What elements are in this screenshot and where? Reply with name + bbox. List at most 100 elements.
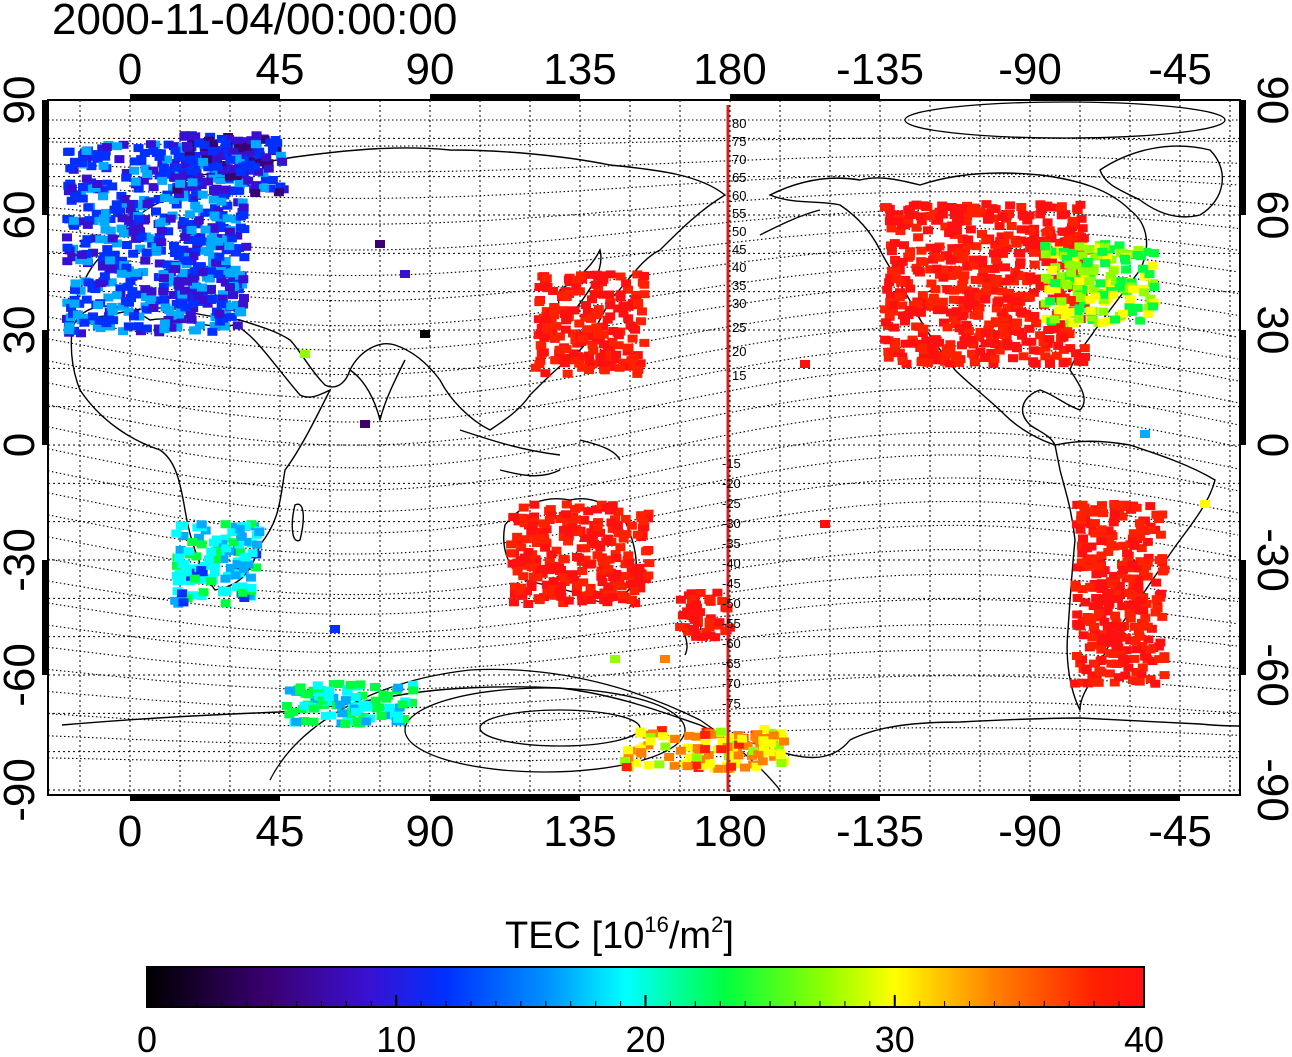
tec-cell xyxy=(158,287,169,296)
tec-cell xyxy=(549,334,560,343)
tec-cell xyxy=(185,210,196,219)
tec-cell xyxy=(555,515,566,523)
tec-cell xyxy=(1135,316,1146,325)
tec-cell xyxy=(220,574,231,583)
tec-cell xyxy=(629,587,640,596)
tec-cell xyxy=(1127,285,1138,294)
tec-cell xyxy=(592,591,603,600)
tec-cell xyxy=(1082,507,1093,516)
tec-cell xyxy=(146,293,157,302)
tec-cell xyxy=(210,555,221,564)
tec-cell xyxy=(127,287,138,296)
tec-cell xyxy=(962,241,973,250)
tec-cell xyxy=(1024,211,1035,220)
tec-cell xyxy=(340,696,351,705)
tec-cell xyxy=(632,530,643,539)
colorbar-tick-label: 30 xyxy=(875,1019,915,1057)
tec-cell xyxy=(971,242,982,251)
tec-cell xyxy=(618,309,629,318)
tec-cell xyxy=(170,146,181,155)
tec-cell xyxy=(635,576,646,585)
latitude-ticks-right: 90 60 30 0 -30 -60 -90 xyxy=(1248,76,1292,822)
tec-cell xyxy=(1045,359,1055,368)
tec-cell xyxy=(1017,272,1028,281)
tec-cell xyxy=(163,140,174,149)
tec-cell xyxy=(1064,330,1075,339)
tec-cell xyxy=(536,323,547,332)
tec-cell xyxy=(1117,560,1127,569)
tec-cell xyxy=(942,285,953,294)
tec-cell xyxy=(645,733,656,742)
tec-cell xyxy=(196,540,207,549)
tec-cell xyxy=(611,554,622,563)
mag-lat-label: -35 xyxy=(722,536,741,551)
tec-cell xyxy=(116,199,127,208)
tec-cell xyxy=(214,146,225,155)
tec-cell xyxy=(238,565,249,574)
tec-cell xyxy=(597,557,608,566)
tec-cell xyxy=(992,298,1003,307)
tec-cell xyxy=(164,306,175,314)
tec-cell xyxy=(635,748,646,757)
tec-cell xyxy=(1124,609,1135,617)
tec-cell xyxy=(238,203,249,212)
tec-cell xyxy=(593,308,604,317)
tec-cell xyxy=(205,286,216,295)
tec-cell xyxy=(206,577,217,586)
tec-cell xyxy=(606,518,617,527)
tec-cell xyxy=(958,255,969,264)
tec-cell xyxy=(538,529,549,538)
tec-cell xyxy=(237,588,248,597)
tec-cell xyxy=(992,330,1003,339)
tec-cell xyxy=(1105,272,1116,280)
tec-cell xyxy=(245,573,256,582)
tec-cell xyxy=(774,741,784,750)
tec-cell xyxy=(193,216,204,225)
tec-cell xyxy=(1003,231,1014,240)
tick-label: 0 xyxy=(118,807,142,856)
tec-cell xyxy=(243,560,254,569)
tec-cell xyxy=(587,340,598,349)
tec-cell xyxy=(186,315,197,324)
tec-cell xyxy=(1015,258,1026,267)
tec-cell xyxy=(135,327,146,336)
tec-cell xyxy=(557,573,568,582)
tec-cell xyxy=(90,280,101,289)
tec-cell xyxy=(249,162,260,171)
tec-cell xyxy=(203,177,213,186)
tec-cell xyxy=(626,521,637,530)
mag-lat-label: -20 xyxy=(722,476,741,491)
tick-label: 135 xyxy=(543,45,616,94)
tec-cell xyxy=(217,290,228,299)
mag-lat-label: 70 xyxy=(732,152,746,167)
tick-label: -90 xyxy=(1248,758,1292,822)
tec-cell xyxy=(1065,344,1076,353)
tec-cell xyxy=(981,209,992,218)
tec-cell xyxy=(1093,601,1104,610)
tec-cell xyxy=(516,543,527,552)
tec-cell xyxy=(1132,303,1143,312)
tec-cell xyxy=(237,582,248,591)
tec-cell xyxy=(1137,618,1147,627)
tec-cell xyxy=(1072,563,1083,572)
tec-cell xyxy=(241,142,252,151)
tec-cell xyxy=(925,265,936,274)
tec-cell xyxy=(940,222,951,231)
tec-cell xyxy=(523,600,534,608)
tec-cell xyxy=(1122,549,1133,558)
tec-cell xyxy=(1079,503,1090,512)
tec-cell xyxy=(1133,574,1144,583)
tec-cell xyxy=(689,615,700,624)
tec-cell xyxy=(1053,306,1064,315)
tec-cell xyxy=(317,696,328,705)
tick-label: 135 xyxy=(543,807,616,856)
tec-cell xyxy=(632,270,643,279)
tec-cell xyxy=(1130,637,1141,646)
tec-cell xyxy=(171,529,182,538)
tec-cell xyxy=(335,700,346,709)
tec-cell xyxy=(615,543,626,552)
tec-cell xyxy=(223,148,234,157)
tec-cell xyxy=(174,553,184,562)
colorbar-label-mid: /m xyxy=(669,915,711,957)
tec-cell xyxy=(1142,572,1153,581)
